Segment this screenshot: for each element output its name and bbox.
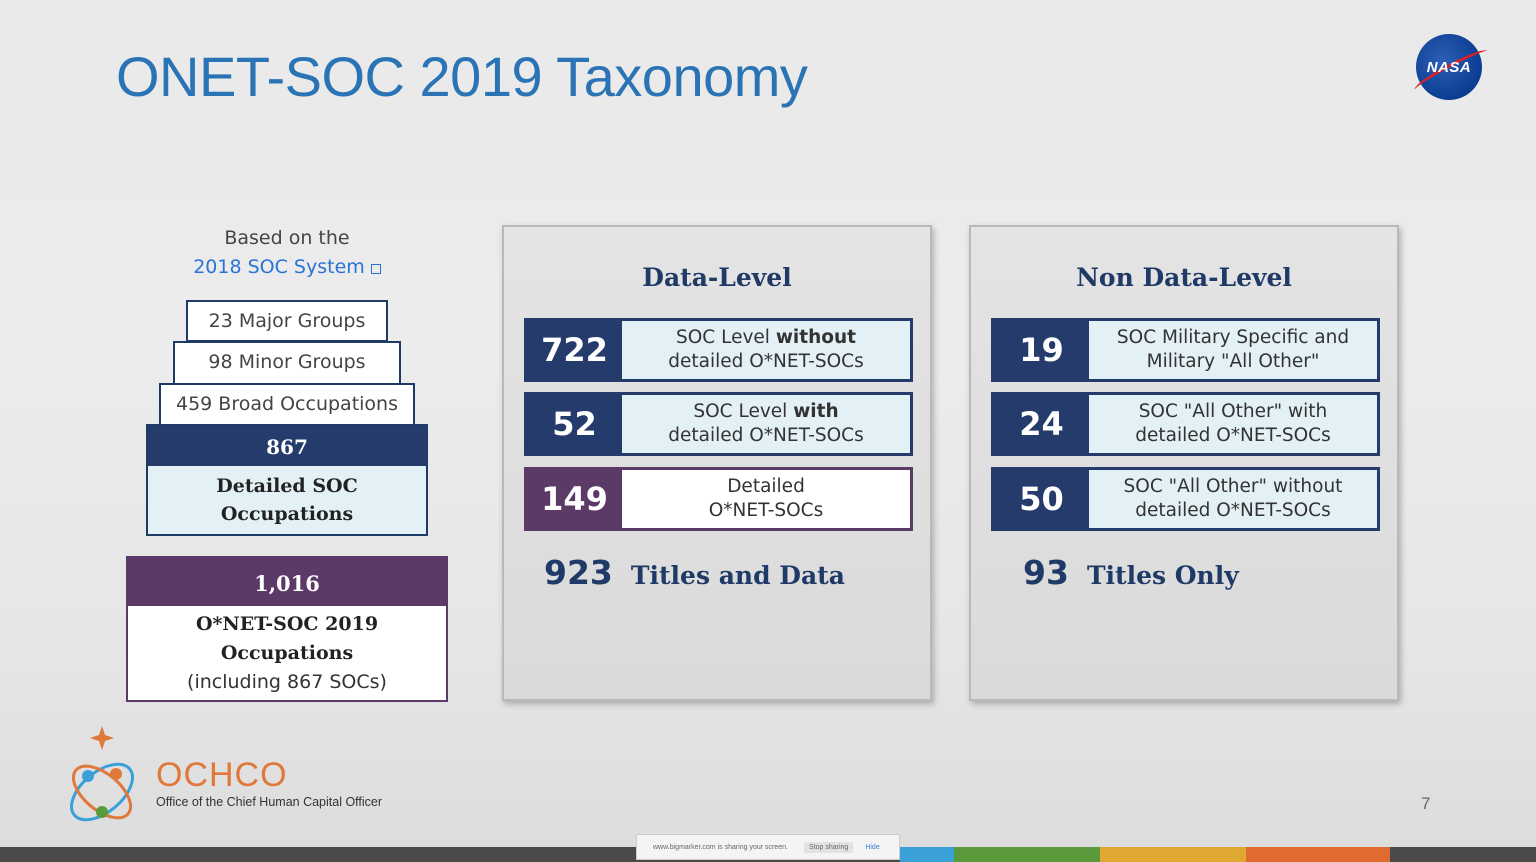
row-text-line2: detailed O*NET-SOCs bbox=[668, 351, 864, 372]
row-text-line2: detailed O*NET-SOCs bbox=[668, 425, 864, 446]
row-count: 24 bbox=[994, 395, 1089, 453]
total-label: Titles and Data bbox=[630, 561, 845, 590]
data-level-row: 149 Detailed O*NET-SOCs bbox=[524, 467, 913, 531]
row-text-line1: SOC "All Other" with bbox=[1138, 401, 1328, 422]
row-count: 19 bbox=[994, 321, 1089, 379]
detailed-soc-label-1: Detailed SOC bbox=[216, 475, 358, 497]
data-level-heading: Data-Level bbox=[642, 263, 792, 292]
data-level-total: 923 Titles and Data bbox=[544, 553, 845, 592]
non-data-level-row: 50 SOC "All Other" without detailed O*NE… bbox=[991, 467, 1380, 531]
non-data-level-row: 24 SOC "All Other" with detailed O*NET-S… bbox=[991, 392, 1380, 456]
row-text-line2: Military "All Other" bbox=[1146, 351, 1320, 372]
total-count: 923 bbox=[544, 553, 613, 592]
based-on-label: Based on the bbox=[224, 227, 350, 249]
minor-groups-box: 98 Minor Groups bbox=[173, 341, 401, 385]
nasa-logo: NASA bbox=[1416, 34, 1482, 100]
data-level-panel: Data-Level 722 SOC Level without detaile… bbox=[502, 225, 932, 701]
non-data-level-heading: Non Data-Level bbox=[1076, 263, 1292, 292]
detailed-soc-count: 867 bbox=[148, 426, 426, 466]
soc-system-link[interactable]: 2018 SOC System bbox=[160, 256, 414, 278]
stop-sharing-button[interactable]: Stop sharing bbox=[804, 841, 854, 853]
data-level-row: 52 SOC Level with detailed O*NET-SOCs bbox=[524, 392, 913, 456]
row-count: 50 bbox=[994, 470, 1089, 528]
onet-soc-box: 1,016 O*NET-SOC 2019 Occupations (includ… bbox=[126, 556, 448, 702]
row-text-line2: detailed O*NET-SOCs bbox=[1135, 425, 1331, 446]
slide-title: ONET-SOC 2019 Taxonomy bbox=[116, 45, 808, 108]
row-text-line2: detailed O*NET-SOCs bbox=[1135, 500, 1331, 521]
total-count: 93 bbox=[1023, 553, 1069, 592]
page-number: 7 bbox=[1421, 794, 1431, 813]
non-data-level-panel: Non Data-Level 19 SOC Military Specific … bbox=[969, 225, 1399, 701]
non-data-level-total: 93 Titles Only bbox=[1023, 553, 1239, 592]
ochco-full-name: Office of the Chief Human Capital Office… bbox=[156, 795, 383, 809]
external-link-icon bbox=[370, 264, 381, 274]
row-count: 149 bbox=[527, 470, 622, 528]
data-level-row: 722 SOC Level without detailed O*NET-SOC… bbox=[524, 318, 913, 382]
broad-occupations-box: 459 Broad Occupations bbox=[159, 383, 415, 426]
row-text-line1: SOC Level without bbox=[676, 327, 856, 348]
row-text-line1: Detailed bbox=[727, 476, 805, 497]
non-data-level-row: 19 SOC Military Specific and Military "A… bbox=[991, 318, 1380, 382]
row-text-line2: O*NET-SOCs bbox=[708, 500, 824, 521]
ochco-name: OCHCO bbox=[156, 756, 288, 794]
row-text-line1: SOC "All Other" without bbox=[1123, 476, 1343, 497]
onet-soc-label-1: O*NET-SOC 2019 bbox=[195, 613, 379, 635]
detailed-soc-box: 867 Detailed SOC Occupations bbox=[146, 424, 428, 536]
row-text-line1: SOC Level with bbox=[693, 401, 839, 422]
hide-button[interactable]: Hide bbox=[865, 843, 880, 851]
total-label: Titles Only bbox=[1086, 561, 1239, 590]
onet-soc-label-3: (including 867 SOCs) bbox=[187, 671, 387, 693]
row-text-line1: SOC Military Specific and bbox=[1116, 327, 1350, 348]
ochco-logo-icon bbox=[70, 726, 134, 822]
row-count: 722 bbox=[527, 321, 622, 379]
screen-share-banner: www.bigmarker.com is sharing your screen… bbox=[636, 834, 900, 860]
onet-soc-label-2: Occupations bbox=[220, 642, 354, 664]
detailed-soc-label-2: Occupations bbox=[220, 503, 354, 525]
row-count: 52 bbox=[527, 395, 622, 453]
onet-soc-count: 1,016 bbox=[128, 558, 446, 606]
share-message: www.bigmarker.com is sharing your screen… bbox=[653, 843, 788, 851]
major-groups-box: 23 Major Groups bbox=[186, 300, 388, 342]
